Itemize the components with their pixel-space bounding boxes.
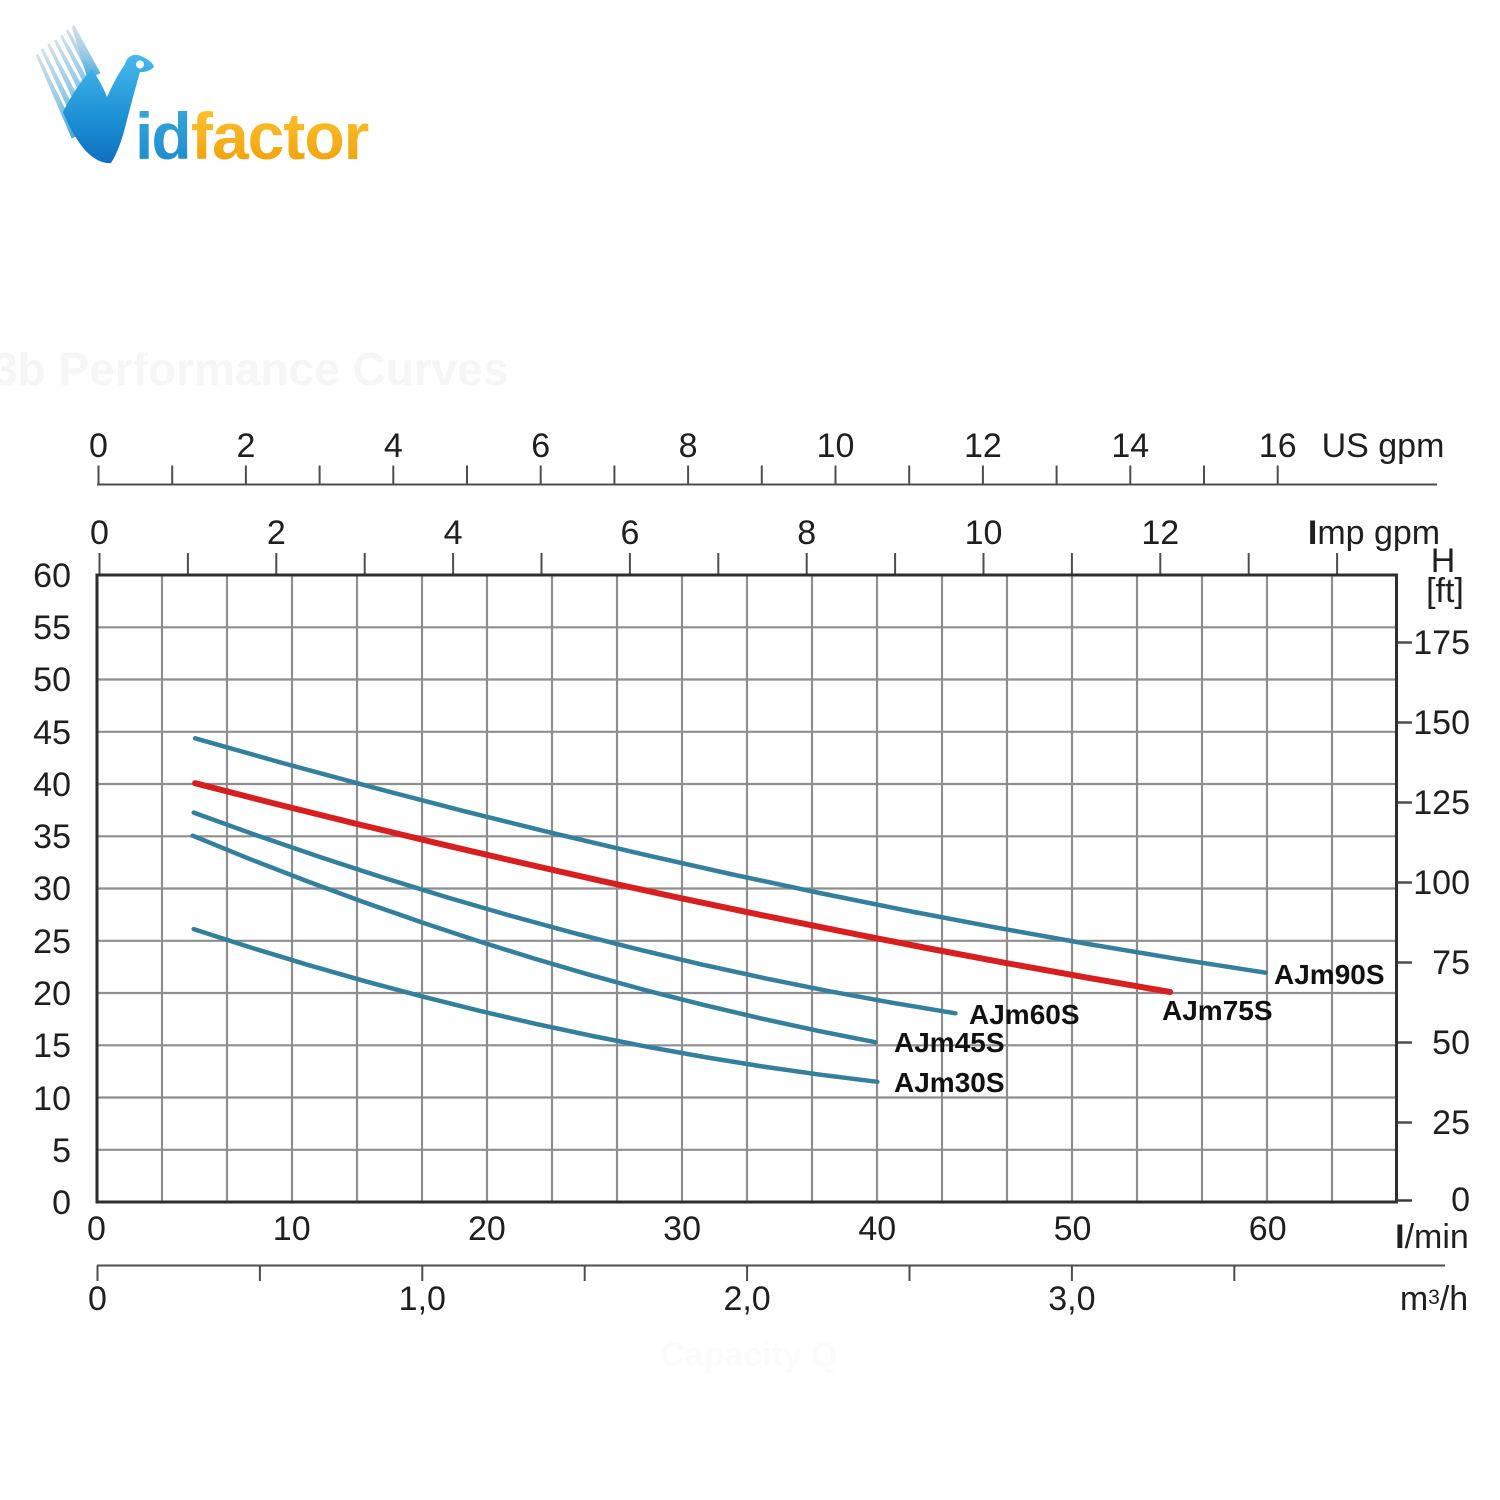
svg-text:25: 25	[33, 923, 71, 961]
svg-text:H: H	[1431, 542, 1456, 580]
svg-text:0: 0	[88, 1280, 107, 1318]
svg-text:8: 8	[679, 427, 698, 465]
svg-text:I/min: I/min	[1395, 1218, 1469, 1256]
svg-text:12: 12	[964, 427, 1002, 465]
svg-text:35: 35	[33, 818, 71, 856]
svg-text:10: 10	[273, 1210, 311, 1248]
svg-text:125: 125	[1413, 784, 1470, 822]
svg-text:AJm30S: AJm30S	[894, 1067, 1005, 1098]
svg-text:45: 45	[33, 714, 71, 752]
svg-text:20: 20	[468, 1210, 506, 1248]
svg-text:[ft]: [ft]	[1426, 572, 1464, 610]
svg-text:Capacity Q: Capacity Q	[660, 1336, 838, 1374]
svg-text:15: 15	[33, 1027, 71, 1065]
svg-text:40: 40	[858, 1210, 896, 1248]
svg-text:60: 60	[1249, 1210, 1287, 1248]
svg-text:25: 25	[1432, 1104, 1470, 1142]
svg-text:4: 4	[384, 427, 403, 465]
svg-text:175: 175	[1413, 624, 1470, 662]
svg-text:0: 0	[90, 514, 109, 552]
svg-text:id: id	[135, 99, 190, 173]
svg-text:50: 50	[1054, 1210, 1092, 1248]
svg-text:4: 4	[444, 514, 463, 552]
svg-text:50: 50	[33, 661, 71, 699]
svg-text:factor: factor	[191, 99, 369, 173]
svg-text:5: 5	[52, 1132, 71, 1170]
svg-text:AJm75S: AJm75S	[1162, 995, 1273, 1026]
svg-text:US gpm: US gpm	[1322, 427, 1445, 465]
svg-text:8: 8	[797, 514, 816, 552]
svg-text:AJm45S: AJm45S	[894, 1027, 1005, 1058]
svg-text:75: 75	[1432, 944, 1470, 982]
svg-text:10: 10	[817, 427, 855, 465]
svg-text:AJm60S: AJm60S	[969, 999, 1080, 1030]
svg-text:55: 55	[33, 609, 71, 647]
svg-text:20: 20	[33, 975, 71, 1013]
svg-text:3b Performance Curves: 3b Performance Curves	[0, 343, 508, 395]
svg-text:2,0: 2,0	[723, 1280, 770, 1318]
svg-text:0: 0	[52, 1184, 71, 1222]
svg-text:60: 60	[33, 557, 71, 595]
svg-text:10: 10	[33, 1080, 71, 1118]
svg-text:0: 0	[89, 427, 108, 465]
svg-text:12: 12	[1141, 514, 1179, 552]
svg-text:1,0: 1,0	[399, 1280, 446, 1318]
svg-text:3,0: 3,0	[1048, 1280, 1095, 1318]
svg-text:0: 0	[1451, 1181, 1470, 1219]
svg-text:6: 6	[531, 427, 550, 465]
svg-text:14: 14	[1111, 427, 1149, 465]
svg-text:50: 50	[1432, 1024, 1470, 1062]
svg-text:Imp gpm: Imp gpm	[1308, 514, 1440, 552]
svg-text:16: 16	[1259, 427, 1297, 465]
svg-text:6: 6	[620, 514, 639, 552]
svg-text:150: 150	[1413, 704, 1470, 742]
svg-text:0: 0	[87, 1210, 106, 1248]
svg-text:2: 2	[236, 427, 255, 465]
svg-text:30: 30	[663, 1210, 701, 1248]
svg-text:30: 30	[33, 870, 71, 908]
svg-text:2: 2	[267, 514, 286, 552]
svg-text:10: 10	[965, 514, 1003, 552]
svg-text:AJm90S: AJm90S	[1274, 959, 1385, 990]
svg-text:40: 40	[33, 766, 71, 804]
svg-text:100: 100	[1413, 864, 1470, 902]
